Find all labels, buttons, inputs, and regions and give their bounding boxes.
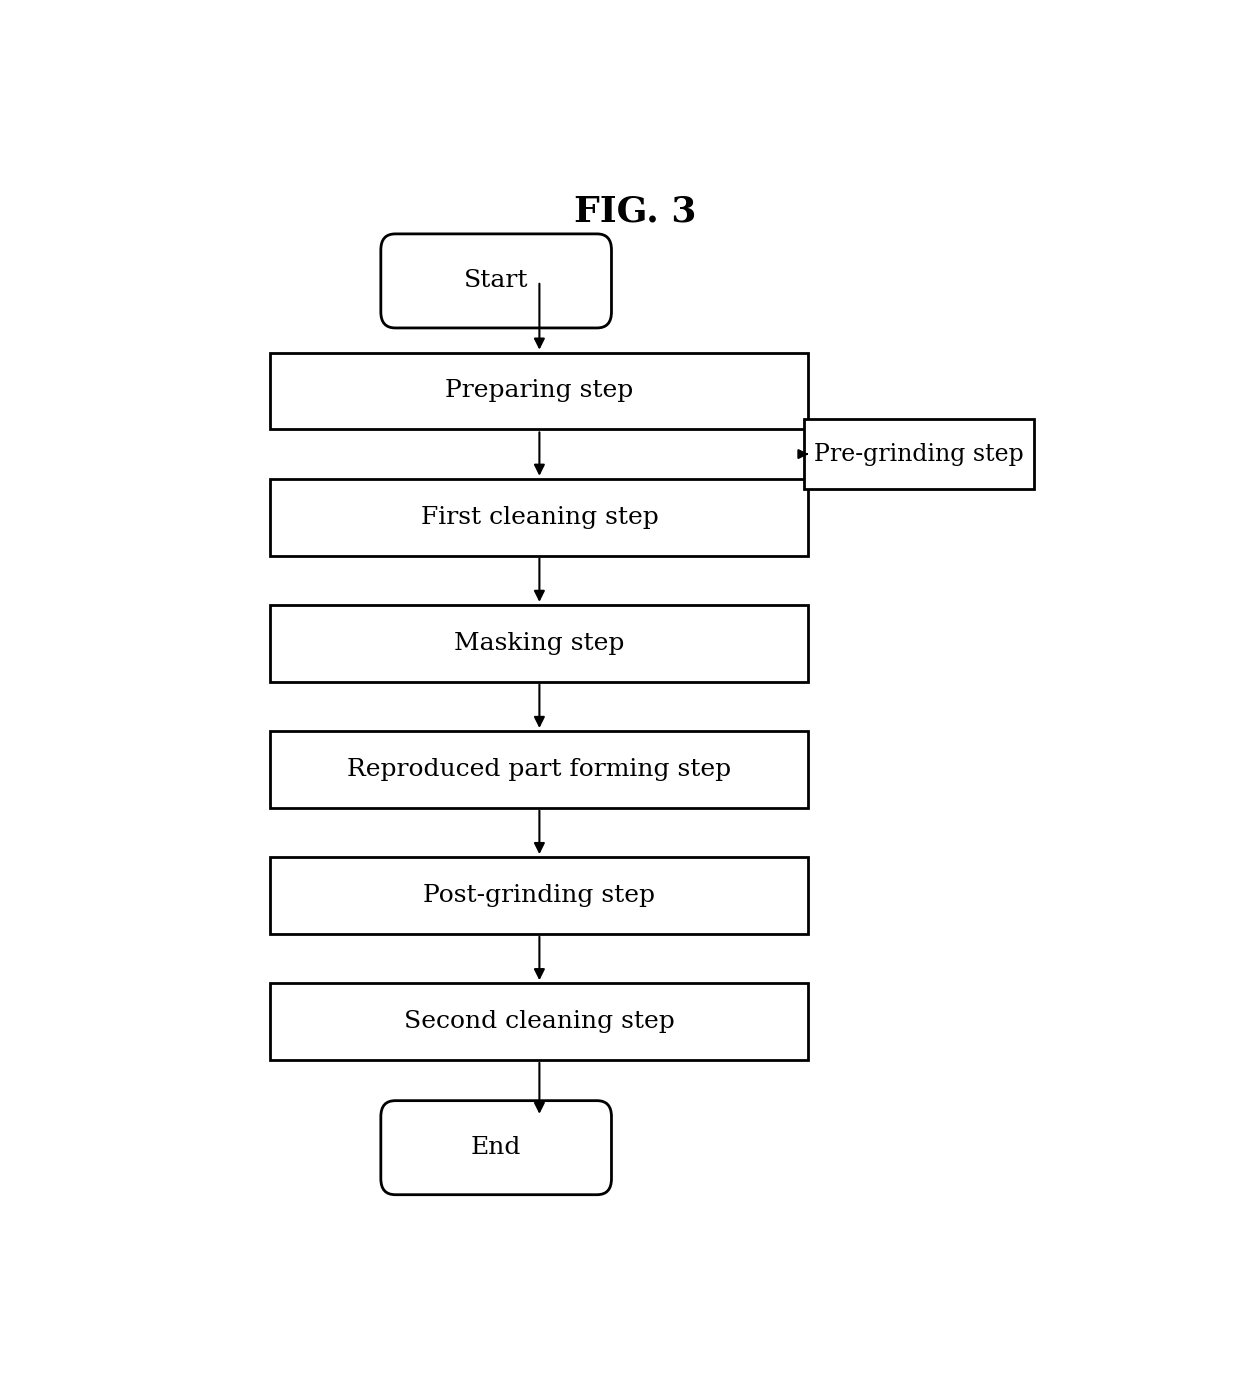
- FancyBboxPatch shape: [270, 983, 808, 1060]
- FancyBboxPatch shape: [270, 479, 808, 555]
- FancyBboxPatch shape: [381, 1101, 611, 1195]
- Text: Pre-grinding step: Pre-grinding step: [815, 443, 1024, 465]
- FancyBboxPatch shape: [270, 605, 808, 682]
- FancyBboxPatch shape: [381, 235, 611, 328]
- Text: Post-grinding step: Post-grinding step: [423, 884, 656, 906]
- Text: Second cleaning step: Second cleaning step: [404, 1010, 675, 1033]
- FancyBboxPatch shape: [804, 419, 1034, 489]
- FancyBboxPatch shape: [270, 856, 808, 934]
- Text: Preparing step: Preparing step: [445, 379, 634, 403]
- Text: Masking step: Masking step: [454, 632, 625, 655]
- FancyBboxPatch shape: [270, 353, 808, 429]
- FancyBboxPatch shape: [270, 731, 808, 808]
- Text: Reproduced part forming step: Reproduced part forming step: [347, 758, 732, 781]
- Text: First cleaning step: First cleaning step: [420, 505, 658, 529]
- Text: End: End: [471, 1137, 521, 1159]
- Text: FIG. 3: FIG. 3: [574, 194, 697, 229]
- Text: Start: Start: [464, 269, 528, 293]
